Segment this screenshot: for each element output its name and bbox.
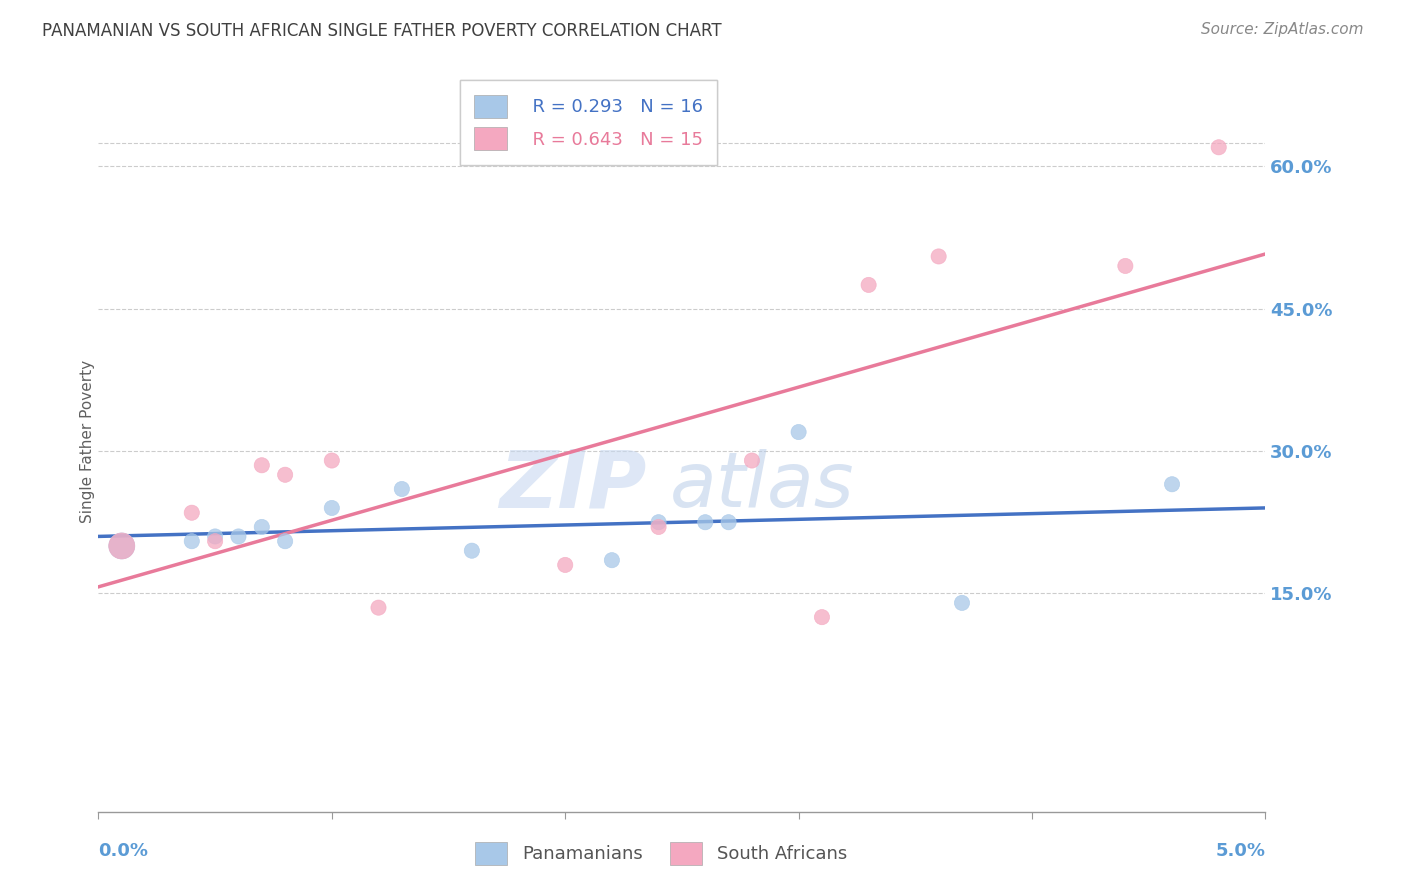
- Point: [204, 529, 226, 543]
- Text: PANAMANIAN VS SOUTH AFRICAN SINGLE FATHER POVERTY CORRELATION CHART: PANAMANIAN VS SOUTH AFRICAN SINGLE FATHE…: [42, 22, 721, 40]
- Point: [274, 467, 297, 482]
- Point: [1208, 140, 1230, 154]
- Point: [180, 534, 202, 549]
- Point: [321, 453, 343, 467]
- Point: [367, 600, 389, 615]
- Text: Source: ZipAtlas.com: Source: ZipAtlas.com: [1201, 22, 1364, 37]
- Point: [811, 610, 834, 624]
- Legend:   R = 0.293   N = 16,   R = 0.643   N = 15: R = 0.293 N = 16, R = 0.643 N = 15: [460, 80, 717, 165]
- Point: [554, 558, 576, 572]
- Point: [321, 500, 343, 515]
- Legend: Panamanians, South Africans: Panamanians, South Africans: [465, 833, 856, 874]
- Point: [111, 539, 134, 553]
- Point: [250, 520, 273, 534]
- Point: [858, 277, 880, 292]
- Text: ZIP: ZIP: [499, 447, 647, 525]
- Point: [787, 425, 810, 439]
- Point: [274, 534, 297, 549]
- Y-axis label: Single Father Poverty: Single Father Poverty: [80, 360, 94, 523]
- Text: 5.0%: 5.0%: [1215, 842, 1265, 860]
- Point: [111, 539, 134, 553]
- Point: [950, 596, 973, 610]
- Point: [204, 534, 226, 549]
- Text: atlas: atlas: [671, 449, 855, 523]
- Point: [647, 515, 669, 529]
- Point: [461, 543, 484, 558]
- Point: [717, 515, 740, 529]
- Point: [600, 553, 623, 567]
- Point: [250, 458, 273, 473]
- Point: [647, 520, 669, 534]
- Point: [228, 529, 250, 543]
- Point: [180, 506, 202, 520]
- Point: [741, 453, 763, 467]
- Point: [695, 515, 717, 529]
- Text: 0.0%: 0.0%: [98, 842, 149, 860]
- Point: [391, 482, 413, 496]
- Point: [1161, 477, 1184, 491]
- Point: [928, 249, 950, 264]
- Point: [1114, 259, 1136, 273]
